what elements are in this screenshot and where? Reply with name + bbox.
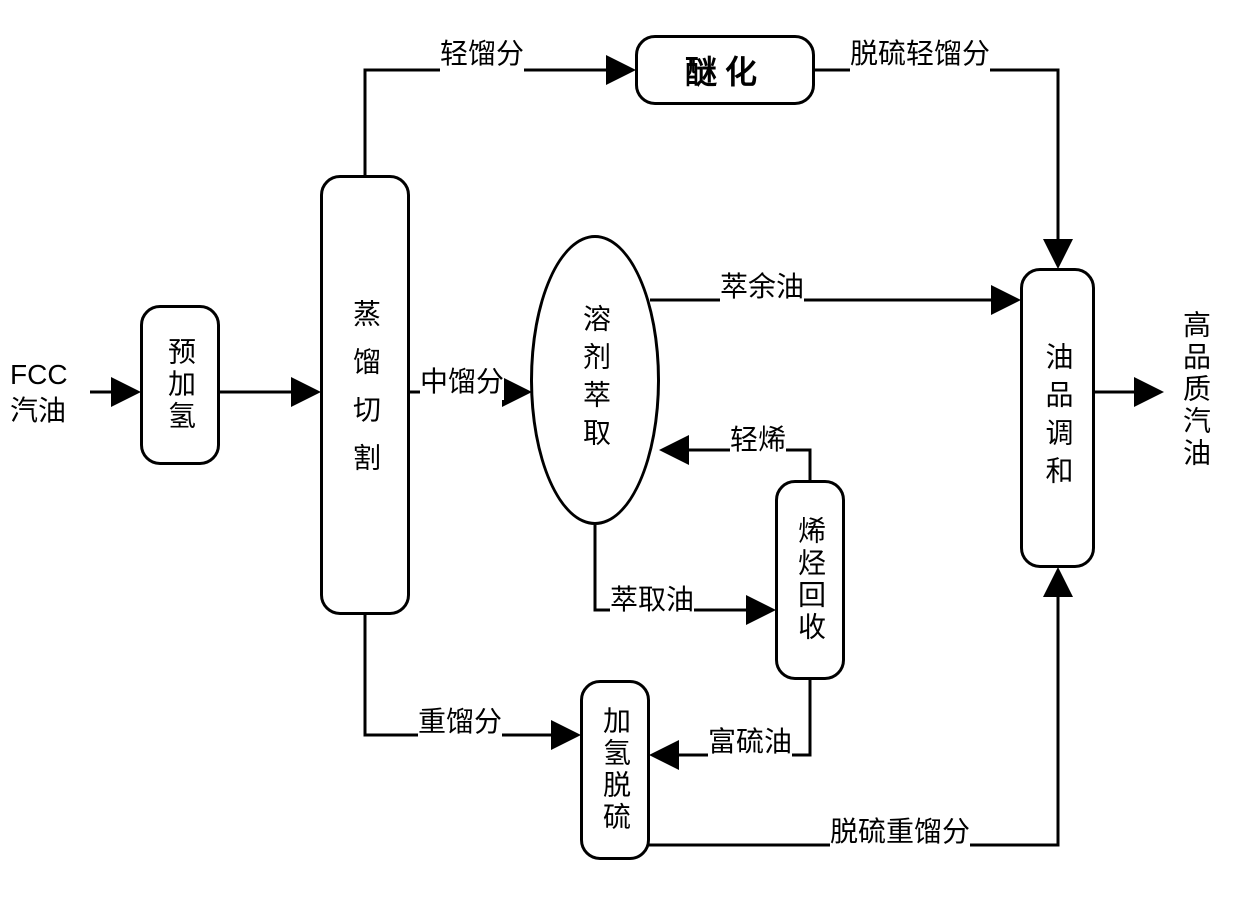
node-recovery-label: 烯烃回收	[790, 516, 830, 644]
node-blending: 油品调和	[1020, 268, 1095, 568]
output-label-text: 高品质汽油	[1180, 310, 1211, 470]
node-hydrodesulf: 加氢脱硫	[580, 680, 650, 860]
node-recovery: 烯烃回收	[775, 480, 845, 680]
label-raffinate: 萃余油	[720, 265, 804, 305]
node-extract-label: 溶剂萃取	[575, 304, 615, 456]
node-distill-label: 蒸馏切割	[345, 299, 385, 491]
node-extract: 溶剂萃取	[530, 235, 660, 525]
label-middle-fraction: 中馏分	[420, 360, 504, 400]
label-light-olefin: 轻烯	[730, 418, 786, 458]
node-prehydro: 预加氢	[140, 305, 220, 465]
node-distill: 蒸馏切割	[320, 175, 410, 615]
output-label: 高品质汽油	[1175, 310, 1215, 470]
label-light-fraction: 轻馏分	[440, 32, 524, 72]
label-desulf-heavy: 脱硫重馏分	[830, 810, 970, 850]
node-blending-label: 油品调和	[1038, 342, 1078, 494]
node-prehydro-label: 预加氢	[160, 337, 200, 433]
input-label: FCC 汽油	[10, 357, 68, 430]
process-flowchart: FCC 汽油 预加氢 蒸馏切割 醚化 溶剂萃取 烯烃回收 加氢脱硫 油品调和 高…	[0, 0, 1240, 898]
label-sulfur-rich: 富硫油	[708, 720, 792, 760]
node-etherify: 醚化	[635, 35, 815, 105]
label-desulf-light: 脱硫轻馏分	[850, 32, 990, 72]
node-hydrodesulf-label: 加氢脱硫	[595, 706, 635, 834]
input-label-text: FCC 汽油	[10, 357, 68, 430]
label-extract-oil: 萃取油	[610, 578, 694, 618]
node-etherify-label: 醚化	[685, 47, 765, 93]
label-heavy-fraction: 重馏分	[418, 700, 502, 740]
